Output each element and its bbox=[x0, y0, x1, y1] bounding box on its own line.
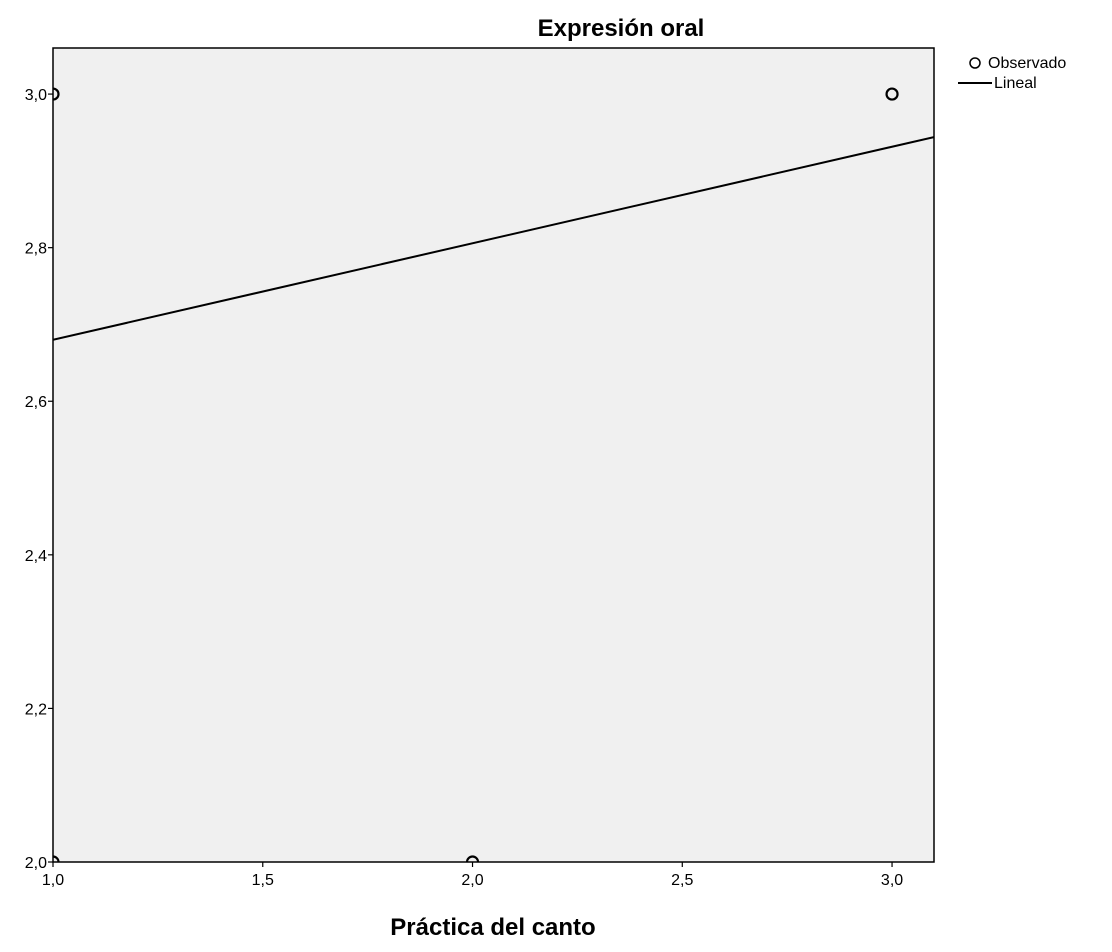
y-tick-label: 3,0 bbox=[25, 87, 47, 104]
plot-content bbox=[53, 87, 934, 862]
plot-area bbox=[52, 47, 935, 863]
data-point-observado bbox=[885, 87, 899, 101]
y-tick-label: 2,2 bbox=[25, 701, 47, 718]
y-tick-label: 2,4 bbox=[25, 548, 47, 565]
x-axis-title: Práctica del canto bbox=[390, 914, 595, 941]
x-tick-label: 3,0 bbox=[881, 872, 903, 889]
y-axis: 2,0 2,2 2,4 2,6 2,8 3,0 bbox=[25, 87, 53, 872]
fit-line-lineal bbox=[53, 136, 934, 341]
x-tick-label: 2,0 bbox=[461, 872, 483, 889]
data-point-observado bbox=[53, 87, 60, 101]
legend-label: Lineal bbox=[994, 75, 1037, 92]
x-tick-label: 1,0 bbox=[42, 872, 64, 889]
legend-marker-swatch bbox=[969, 57, 981, 69]
y-tick-label: 2,6 bbox=[25, 394, 47, 411]
x-tick-label: 1,5 bbox=[252, 872, 274, 889]
y-tick-label: 2,8 bbox=[25, 241, 47, 258]
data-point-observado bbox=[465, 855, 480, 862]
chart-title: Expresión oral bbox=[538, 15, 705, 42]
legend: Observado Lineal bbox=[958, 55, 1066, 92]
legend-label: Observado bbox=[988, 55, 1066, 72]
x-axis: 1,0 1,5 2,0 2,5 3,0 bbox=[42, 862, 903, 889]
y-tick-label: 2,0 bbox=[25, 855, 47, 872]
x-tick-label: 2,5 bbox=[671, 872, 693, 889]
